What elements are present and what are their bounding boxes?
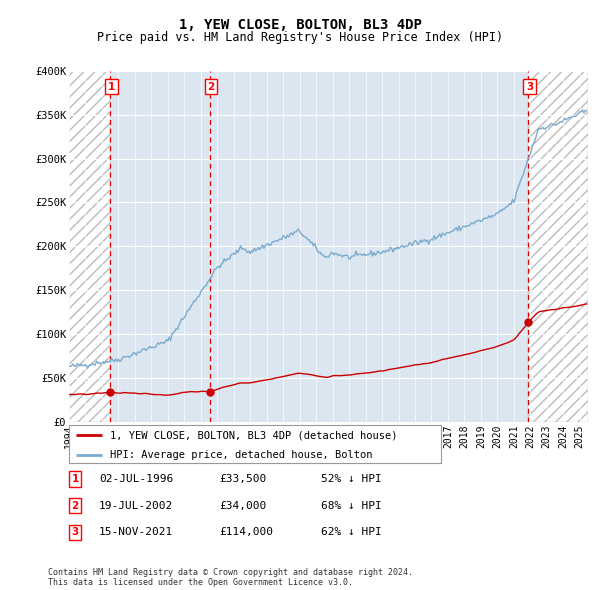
Text: 68% ↓ HPI: 68% ↓ HPI (321, 501, 382, 510)
Text: 1: 1 (71, 474, 79, 484)
Text: 52% ↓ HPI: 52% ↓ HPI (321, 474, 382, 484)
Text: 1, YEW CLOSE, BOLTON, BL3 4DP: 1, YEW CLOSE, BOLTON, BL3 4DP (179, 18, 421, 32)
Bar (529, 71, 588, 422)
Text: Price paid vs. HM Land Registry's House Price Index (HPI): Price paid vs. HM Land Registry's House … (97, 31, 503, 44)
Text: 02-JUL-1996: 02-JUL-1996 (99, 474, 173, 484)
Text: £33,500: £33,500 (219, 474, 266, 484)
Text: HPI: Average price, detached house, Bolton: HPI: Average price, detached house, Bolt… (110, 450, 373, 460)
Text: 2: 2 (208, 81, 215, 91)
Text: 15-NOV-2021: 15-NOV-2021 (99, 527, 173, 537)
Text: Contains HM Land Registry data © Crown copyright and database right 2024.
This d: Contains HM Land Registry data © Crown c… (48, 568, 413, 587)
Text: 19-JUL-2002: 19-JUL-2002 (99, 501, 173, 510)
Text: 3: 3 (71, 527, 79, 537)
Text: £114,000: £114,000 (219, 527, 273, 537)
Text: 3: 3 (526, 81, 533, 91)
Text: £34,000: £34,000 (219, 501, 266, 510)
Text: 62% ↓ HPI: 62% ↓ HPI (321, 527, 382, 537)
Text: 1: 1 (108, 81, 115, 91)
Text: 1, YEW CLOSE, BOLTON, BL3 4DP (detached house): 1, YEW CLOSE, BOLTON, BL3 4DP (detached … (110, 430, 397, 440)
Bar (69, 71, 110, 422)
Text: 2: 2 (71, 501, 79, 510)
